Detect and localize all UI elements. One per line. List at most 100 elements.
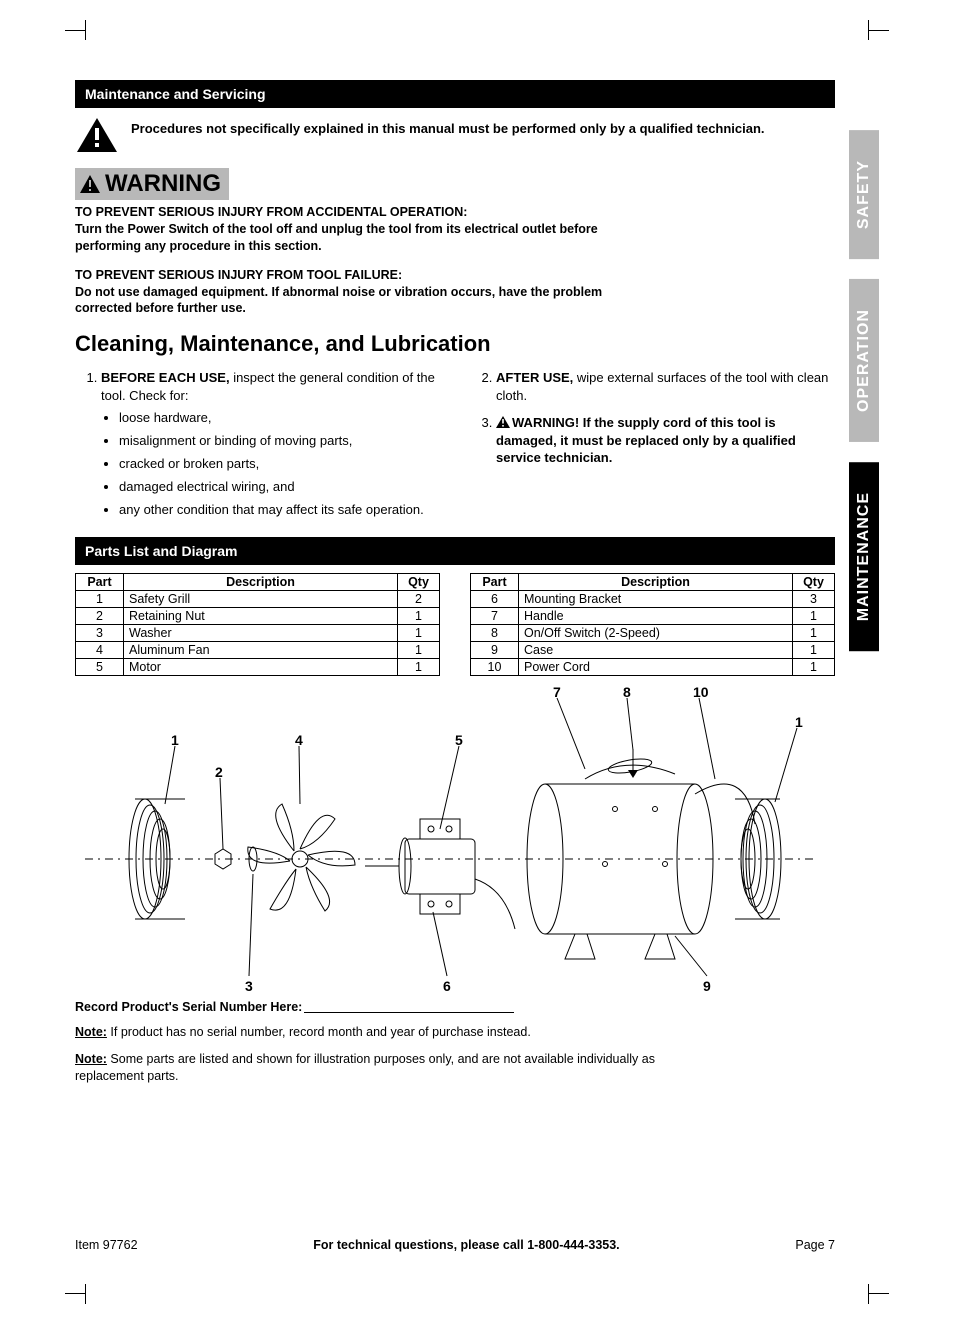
table-cell: 9 (471, 641, 519, 658)
warning-block-2: TO PREVENT SERIOUS INJURY FROM TOOL FAIL… (75, 267, 615, 318)
table-cell: 2 (398, 590, 440, 607)
list-warn-text: WARNING! If the supply cord of this tool… (496, 415, 796, 465)
side-tab-safety: SAFETY (849, 130, 879, 259)
table-cell: 1 (793, 658, 835, 675)
diagram-label-1r: 1 (795, 714, 803, 730)
crop-mark (65, 30, 85, 31)
note-text: Some parts are listed and shown for illu… (75, 1052, 655, 1083)
sub-list: loose hardware, misalignment or binding … (101, 410, 440, 518)
table-cell: 1 (76, 590, 124, 607)
table-header: Qty (398, 573, 440, 590)
table-cell: 1 (793, 607, 835, 624)
warning-icon (75, 116, 119, 154)
table-cell: 7 (471, 607, 519, 624)
list-lead: BEFORE EACH USE, (101, 370, 230, 385)
note-text: If product has no serial number, record … (107, 1025, 531, 1039)
table-cell: 8 (471, 624, 519, 641)
diagram-label-4: 4 (295, 732, 303, 748)
table-cell: Power Cord (519, 658, 793, 675)
serial-label: Record Product's Serial Number Here: (75, 1000, 302, 1014)
table-cell: Safety Grill (124, 590, 398, 607)
diagram-label-2: 2 (215, 764, 223, 780)
table-header: Description (124, 573, 398, 590)
parts-table-left: Part Description Qty 1Safety Grill22Reta… (75, 573, 440, 676)
table-cell: 1 (793, 641, 835, 658)
warning-icon (496, 416, 510, 428)
side-tab-maintenance: MAINTENANCE (849, 462, 879, 651)
table-row: 2Retaining Nut1 (76, 607, 440, 624)
table-cell: Case (519, 641, 793, 658)
table-header: Description (519, 573, 793, 590)
table-cell: 3 (76, 624, 124, 641)
list-item: misalignment or binding of moving parts, (119, 433, 440, 450)
table-cell: 6 (471, 590, 519, 607)
table-cell: 1 (398, 624, 440, 641)
serial-underline (304, 1012, 514, 1013)
table-row: 7Handle1 (471, 607, 835, 624)
note-lead: Note: (75, 1025, 107, 1039)
table-cell: Washer (124, 624, 398, 641)
crop-mark (85, 20, 86, 40)
crop-mark (869, 1293, 889, 1294)
list-lead: AFTER USE, (496, 370, 573, 385)
table-row: 8On/Off Switch (2-Speed)1 (471, 624, 835, 641)
list-item: BEFORE EACH USE, inspect the general con… (101, 369, 440, 519)
diagram-label-5: 5 (455, 732, 463, 748)
diagram-label-8: 8 (623, 684, 631, 700)
crop-mark (65, 1293, 85, 1294)
list-item: any other condition that may affect its … (119, 502, 440, 519)
diagram-label-10: 10 (693, 684, 709, 700)
warning-badge: WARNING (75, 168, 229, 200)
diagram-label-7: 7 (553, 684, 561, 700)
table-cell: 3 (793, 590, 835, 607)
table-cell: 1 (793, 624, 835, 641)
list-item: loose hardware, (119, 410, 440, 427)
table-row: 4Aluminum Fan1 (76, 641, 440, 658)
page-footer: Item 97762 For technical questions, plea… (75, 1238, 835, 1252)
table-cell: 5 (76, 658, 124, 675)
top-warning-text: Procedures not specifically explained in… (131, 116, 765, 138)
section-bar-maintenance: Maintenance and Servicing (75, 80, 835, 108)
table-cell: 10 (471, 658, 519, 675)
diagram-label-3: 3 (245, 978, 253, 994)
crop-mark (868, 1284, 869, 1304)
list-item: AFTER USE, wipe external surfaces of the… (496, 369, 835, 404)
table-row: 6Mounting Bracket3 (471, 590, 835, 607)
table-cell: 2 (76, 607, 124, 624)
footer-support-phone: For technical questions, please call 1-8… (313, 1238, 619, 1252)
table-header: Part (471, 573, 519, 590)
table-cell: 4 (76, 641, 124, 658)
warning-icon (79, 174, 101, 194)
side-tabs: SAFETY OPERATION MAINTENANCE (849, 130, 879, 651)
table-row: 5Motor1 (76, 658, 440, 675)
list-item: cracked or broken parts, (119, 456, 440, 473)
cleaning-title: Cleaning, Maintenance, and Lubrication (75, 331, 835, 357)
table-cell: Mounting Bracket (519, 590, 793, 607)
crop-mark (869, 30, 889, 31)
footer-item-number: Item 97762 (75, 1238, 138, 1252)
table-cell: Aluminum Fan (124, 641, 398, 658)
list-item: WARNING! If the supply cord of this tool… (496, 414, 835, 467)
table-cell: Motor (124, 658, 398, 675)
warning-block-1: TO PREVENT SERIOUS INJURY FROM ACCIDENTA… (75, 204, 615, 255)
table-cell: 1 (398, 607, 440, 624)
table-cell: Handle (519, 607, 793, 624)
table-row: 10Power Cord1 (471, 658, 835, 675)
parts-diagram: 7 8 10 1 1 4 5 2 3 6 9 (75, 684, 835, 994)
table-row: 3Washer1 (76, 624, 440, 641)
table-header: Qty (793, 573, 835, 590)
parts-table-right: Part Description Qty 6Mounting Bracket37… (470, 573, 835, 676)
table-cell: Retaining Nut (124, 607, 398, 624)
diagram-label-1: 1 (171, 732, 179, 748)
crop-mark (85, 1284, 86, 1304)
table-cell: 1 (398, 641, 440, 658)
diagram-label-6: 6 (443, 978, 451, 994)
section-bar-parts: Parts List and Diagram (75, 537, 835, 565)
table-header: Part (76, 573, 124, 590)
diagram-label-9: 9 (703, 978, 711, 994)
warning-badge-label: WARNING (105, 170, 221, 198)
table-cell: On/Off Switch (2-Speed) (519, 624, 793, 641)
table-row: 1Safety Grill2 (76, 590, 440, 607)
table-row: 9Case1 (471, 641, 835, 658)
side-tab-operation: OPERATION (849, 279, 879, 442)
